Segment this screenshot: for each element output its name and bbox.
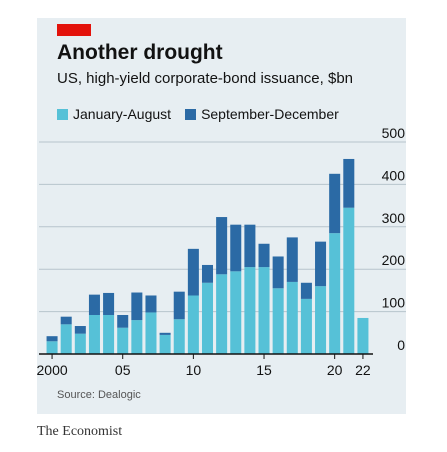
- bar-2001-sep-dec: [60, 316, 72, 325]
- bar-chart: 0 100 200 300 400 500 2000 05 10 15 20 22: [37, 125, 406, 378]
- y-tick-label-100: 100: [382, 295, 406, 311]
- bar-2005-sep-dec: [117, 314, 129, 328]
- bar-2002-sep-dec: [74, 326, 86, 334]
- bar-2008-sep-dec: [159, 332, 171, 335]
- bar-2021-jan-aug: [343, 207, 355, 354]
- bar-2009-jan-aug: [173, 319, 185, 354]
- bar-2020-jan-aug: [329, 233, 341, 354]
- bar-2000-sep-dec: [46, 336, 58, 342]
- legend-item-jan-aug: January-August: [57, 106, 171, 122]
- bar-2006-sep-dec: [131, 292, 143, 321]
- x-tick-label-2010: 10: [186, 362, 202, 378]
- bar-2006-jan-aug: [131, 320, 143, 354]
- bar-2017-sep-dec: [286, 237, 298, 282]
- x-tick-label-2020: 20: [327, 362, 343, 378]
- bar-2014-sep-dec: [244, 224, 256, 268]
- brand-tag: [57, 24, 91, 36]
- bar-2002-jan-aug: [74, 333, 86, 354]
- x-tick-label-2022: 22: [355, 362, 371, 378]
- bar-2017-jan-aug: [286, 281, 298, 354]
- chart-title: Another drought: [57, 41, 223, 64]
- bar-2020-sep-dec: [329, 173, 341, 234]
- bar-2004-sep-dec: [103, 292, 115, 315]
- bar-2000-jan-aug: [46, 341, 58, 354]
- bar-2009-sep-dec: [173, 291, 185, 320]
- bar-2010-sep-dec: [187, 248, 199, 296]
- bar-2022-jan-aug: [357, 317, 369, 354]
- bar-2018-jan-aug: [300, 298, 312, 354]
- bar-2008-jan-aug: [159, 334, 171, 354]
- y-tick-label-0: 0: [397, 337, 405, 353]
- source-note: Source: Dealogic: [57, 389, 141, 401]
- bar-2011-jan-aug: [201, 282, 214, 354]
- bar-2016-sep-dec: [272, 256, 284, 289]
- x-tick-label-2005: 05: [115, 362, 131, 378]
- y-tick-label-400: 400: [382, 167, 406, 183]
- bar-2014-jan-aug: [244, 267, 256, 354]
- y-tick-label-300: 300: [382, 210, 406, 226]
- bar-2012-jan-aug: [216, 274, 228, 354]
- bar-2007-sep-dec: [145, 295, 157, 313]
- bar-2003-sep-dec: [88, 294, 100, 315]
- legend-swatch-jan-aug: [57, 108, 68, 120]
- bar-2021-sep-dec: [343, 158, 355, 208]
- chart-card: Another drought US, high-yield corporate…: [37, 18, 406, 414]
- x-tick-label-2015: 15: [256, 362, 272, 378]
- chart-subtitle: US, high-yield corporate-bond issuance, …: [57, 70, 354, 87]
- bar-2011-sep-dec: [201, 264, 214, 283]
- bar-2010-jan-aug: [187, 295, 199, 354]
- legend-swatch-sep-dec: [185, 108, 197, 120]
- y-tick-label-500: 500: [382, 125, 406, 141]
- bar-2013-sep-dec: [230, 224, 242, 272]
- bar-2018-sep-dec: [300, 282, 312, 299]
- publisher-credit: The Economist: [37, 424, 123, 439]
- bar-2001-jan-aug: [60, 324, 72, 354]
- bar-2015-jan-aug: [258, 267, 270, 354]
- bar-2012-sep-dec: [216, 217, 228, 275]
- bar-2019-jan-aug: [315, 286, 327, 354]
- legend-item-sep-dec: September-December: [185, 106, 339, 122]
- bar-2015-sep-dec: [258, 243, 270, 268]
- bar-2019-sep-dec: [315, 241, 327, 287]
- legend-label-sep-dec: September-December: [201, 106, 339, 122]
- bar-2013-jan-aug: [230, 271, 242, 354]
- legend-label-jan-aug: January-August: [73, 106, 172, 122]
- bar-2007-jan-aug: [145, 312, 157, 354]
- bar-2004-jan-aug: [103, 314, 115, 354]
- y-tick-label-200: 200: [382, 252, 406, 268]
- legend: January-August September-December: [57, 106, 353, 122]
- x-tick-label-2000: 2000: [37, 362, 68, 378]
- bar-2005-jan-aug: [117, 327, 129, 354]
- bar-2003-jan-aug: [88, 314, 100, 354]
- bar-2016-jan-aug: [272, 288, 284, 354]
